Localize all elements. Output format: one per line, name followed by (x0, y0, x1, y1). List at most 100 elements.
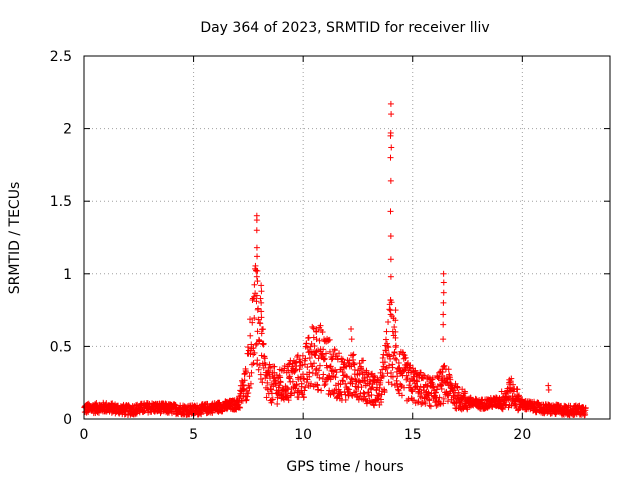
data-point (283, 384, 290, 391)
data-point (317, 362, 324, 369)
data-point (321, 382, 328, 389)
data-point (258, 308, 265, 315)
data-point (391, 324, 398, 331)
data-point (253, 273, 260, 280)
data-point (246, 385, 253, 392)
data-point (198, 411, 205, 418)
data-point (252, 341, 259, 348)
data-point (301, 375, 308, 382)
data-point (254, 278, 261, 285)
data-point (302, 384, 309, 391)
data-point (255, 316, 262, 323)
data-point (445, 366, 452, 373)
data-point (387, 256, 394, 263)
data-point (348, 325, 355, 332)
data-point (253, 244, 260, 251)
data-point (392, 328, 399, 335)
data-point (346, 386, 353, 393)
data-point (327, 363, 334, 370)
data-point (299, 352, 306, 359)
data-point (379, 366, 386, 373)
data-point (342, 380, 349, 387)
y-tick-label: 2 (63, 122, 72, 138)
data-point (421, 372, 428, 379)
data-point (368, 385, 375, 392)
data-point (393, 377, 400, 384)
data-point (394, 386, 401, 393)
data-point (322, 381, 329, 388)
data-point (461, 394, 468, 401)
axis-ticks: 0 5 10 15 20 0 0.5 1 1.5 2 2.5 (50, 49, 610, 443)
data-point (348, 336, 355, 343)
data-point (303, 379, 310, 386)
data-point (498, 388, 505, 395)
data-point (260, 364, 267, 371)
data-point (276, 382, 283, 389)
data-point (339, 356, 346, 363)
data-point (384, 343, 391, 350)
data-point (309, 363, 316, 370)
data-point (444, 398, 451, 405)
data-point (257, 375, 264, 382)
data-point (401, 352, 408, 359)
data-point (400, 351, 407, 358)
data-point (437, 401, 444, 408)
data-point (362, 377, 369, 384)
data-point (140, 408, 147, 415)
data-point (306, 369, 313, 376)
data-point (316, 337, 323, 344)
data-point (253, 292, 260, 299)
data-point (310, 325, 317, 332)
data-point (387, 311, 394, 318)
data-point (244, 344, 251, 351)
data-point (334, 353, 341, 360)
data-point (356, 370, 363, 377)
data-point (385, 362, 392, 369)
data-point (395, 359, 402, 366)
data-point (245, 390, 252, 397)
data-point (267, 385, 274, 392)
data-point (302, 355, 309, 362)
x-tick-label: 20 (513, 427, 531, 443)
data-point (312, 352, 319, 359)
data-point (250, 293, 257, 300)
data-point (237, 404, 244, 411)
data-point (392, 334, 399, 341)
data-point (286, 373, 293, 380)
data-point (252, 262, 259, 269)
data-point (324, 364, 331, 371)
data-point (354, 367, 361, 374)
data-point (281, 363, 288, 370)
data-point (317, 322, 324, 329)
y-axis-label: SRMTID / TECUs (7, 182, 23, 295)
data-point (438, 385, 445, 392)
data-point (292, 385, 299, 392)
data-point (294, 352, 301, 359)
x-tick-label: 15 (404, 427, 422, 443)
data-point (388, 144, 395, 151)
data-point (318, 387, 325, 394)
data-point (272, 380, 279, 387)
data-point (353, 388, 360, 395)
data-point (253, 298, 260, 305)
data-point (385, 344, 392, 351)
data-point (300, 394, 307, 401)
data-point (383, 347, 390, 354)
data-point (349, 392, 356, 399)
y-tick-label: 1 (63, 267, 72, 283)
data-point (339, 377, 346, 384)
data-point (357, 390, 364, 397)
data-point (254, 267, 261, 274)
data-point (422, 400, 429, 407)
data-point (398, 392, 405, 399)
data-point (361, 390, 368, 397)
data-point (358, 384, 365, 391)
data-point (303, 340, 310, 347)
data-point (299, 361, 306, 368)
data-point (285, 361, 292, 368)
data-point (339, 368, 346, 375)
data-point (313, 336, 320, 343)
data-point (387, 177, 394, 184)
data-point (385, 318, 392, 325)
data-point (327, 376, 334, 383)
